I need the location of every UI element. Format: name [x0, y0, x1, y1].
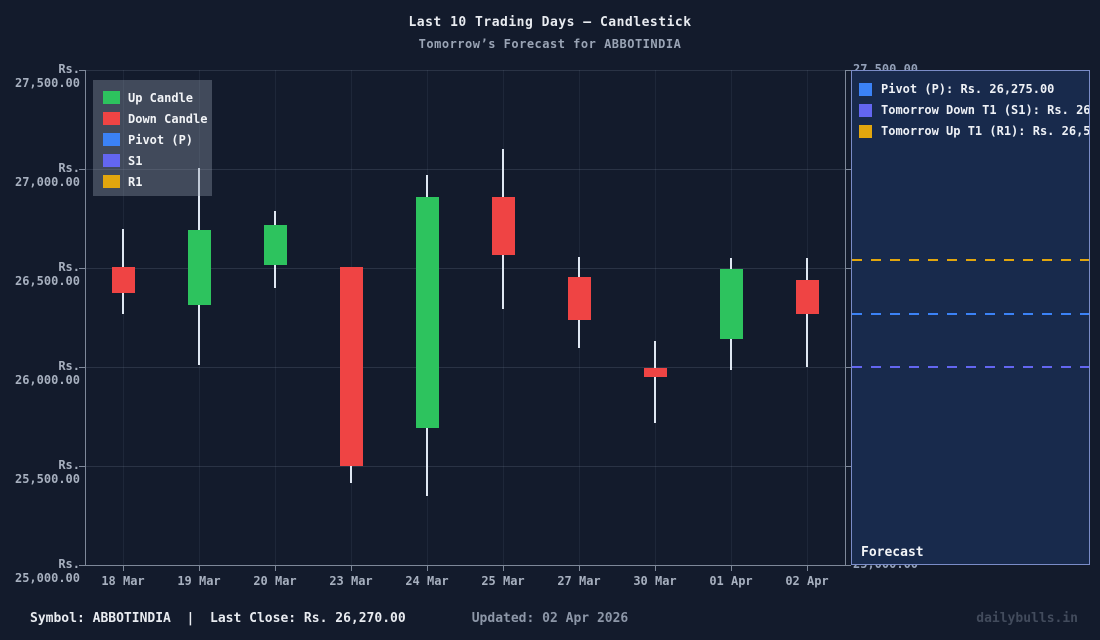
- s1-swatch: [103, 154, 120, 167]
- forecast-pivot-label: Pivot (P): Rs. 26,275.00: [881, 82, 1055, 96]
- x-axis-line: [85, 565, 845, 566]
- legend-item-s1: S1: [103, 150, 212, 171]
- x-axis-label: 18 Mar: [101, 574, 145, 588]
- candle-body: [795, 279, 819, 314]
- h-gridline: [85, 366, 845, 368]
- forecast-dashed-line: [852, 312, 1089, 315]
- y-axis-tick: [79, 267, 85, 269]
- legend-item-pivot: Pivot (P): [103, 129, 212, 150]
- chart-title: Last 10 Trading Days – Candlestick: [408, 15, 692, 30]
- x-axis-tick: [654, 565, 656, 571]
- x-axis-label: 24 Mar: [405, 574, 449, 588]
- forecast-item-down-t1: Tomorrow Down T1 (S1): Rs. 26,005.00: [859, 103, 1090, 117]
- status-bar: Symbol: ABBOTINDIA | Last Close: Rs. 26,…: [0, 600, 1100, 640]
- candle-body: [263, 225, 287, 266]
- legend-label: R1: [128, 174, 143, 189]
- x-axis-tick: [426, 565, 428, 571]
- x-axis-label: 27 Mar: [557, 574, 601, 588]
- symbol-last-close-text: Symbol: ABBOTINDIA | Last Close: Rs. 26,…: [30, 611, 406, 626]
- y-axis-tick-right: [845, 168, 851, 170]
- h-gridline: [85, 69, 845, 71]
- x-axis-label: 25 Mar: [481, 574, 525, 588]
- forecast-s1-label: Tomorrow Down T1 (S1): Rs. 26,005.00: [881, 103, 1090, 117]
- x-axis-label: 19 Mar: [177, 574, 221, 588]
- x-axis-label: 23 Mar: [329, 574, 373, 588]
- legend-item-down-candle: Down Candle: [103, 108, 212, 129]
- y-axis-tick: [79, 465, 85, 467]
- candle-body: [567, 276, 591, 321]
- down-candle-swatch: [103, 112, 120, 125]
- x-axis-tick: [730, 565, 732, 571]
- x-axis-label: 30 Mar: [633, 574, 677, 588]
- h-gridline: [85, 465, 845, 467]
- y-axis-tick: [79, 564, 85, 566]
- pivot-swatch: [103, 133, 120, 146]
- y-axis-tick: [79, 168, 85, 170]
- y-axis-label-left: Rs. 25,000.00: [14, 557, 80, 585]
- up-candle-swatch: [103, 91, 120, 104]
- x-axis-tick: [350, 565, 352, 571]
- y-axis-label-left: Rs. 26,000.00: [14, 359, 80, 387]
- forecast-dashed-line: [852, 366, 1089, 368]
- pivot-swatch: [859, 82, 872, 96]
- candle-body: [187, 230, 211, 305]
- candle-body: [339, 267, 363, 466]
- forecast-item-pivot: Pivot (P): Rs. 26,275.00: [859, 82, 1054, 96]
- legend-label: Up Candle: [128, 90, 194, 105]
- y-axis-line: [85, 70, 86, 565]
- updated-text: Updated: 02 Apr 2026: [471, 611, 629, 626]
- y-axis-label-left: Rs. 25,500.00: [14, 458, 80, 486]
- y-axis-label-left: Rs. 27,500.00: [14, 62, 80, 90]
- r1-swatch: [103, 175, 120, 188]
- x-axis-tick: [502, 565, 504, 571]
- forecast-panel-title: Forecast: [861, 545, 924, 560]
- y-axis-tick: [79, 69, 85, 71]
- chart-header: Last 10 Trading Days – Candlestick Tomor…: [0, 0, 1100, 51]
- y-axis-label-left: Rs. 27,000.00: [14, 161, 80, 189]
- legend-label: S1: [128, 153, 143, 168]
- candle-body: [111, 267, 135, 293]
- candle-body: [415, 196, 439, 429]
- legend-item-up-candle: Up Candle: [103, 87, 212, 108]
- y-axis-tick-right: [845, 267, 851, 269]
- y-axis-tick-right: [845, 564, 851, 566]
- x-axis-tick: [578, 565, 580, 571]
- x-axis-tick: [806, 565, 808, 571]
- chart-legend: Up Candle Down Candle Pivot (P) S1 R1: [93, 80, 212, 196]
- forecast-panel: Pivot (P): Rs. 26,275.00 Tomorrow Down T…: [851, 70, 1090, 565]
- h-gridline: [85, 267, 845, 269]
- candle-wick: [654, 341, 656, 424]
- v-gridline: [122, 70, 124, 565]
- y-axis-label-left: Rs. 26,500.00: [14, 260, 80, 288]
- forecast-r1-label: Tomorrow Up T1 (R1): Rs. 26,545.00: [881, 124, 1090, 138]
- x-axis-label: 01 Apr: [709, 574, 753, 588]
- candle-body: [643, 367, 667, 377]
- x-axis-label: 02 Apr: [785, 574, 829, 588]
- y-axis-tick-right: [845, 69, 851, 71]
- x-axis-tick: [122, 565, 124, 571]
- watermark: dailybulls.in: [976, 611, 1078, 626]
- legend-item-r1: R1: [103, 171, 212, 192]
- x-axis-tick: [274, 565, 276, 571]
- x-axis-label: 20 Mar: [253, 574, 297, 588]
- candle-body: [491, 196, 515, 256]
- right-axis-line: [845, 70, 846, 565]
- v-gridline: [502, 70, 504, 565]
- s1-swatch: [859, 103, 872, 117]
- v-gridline: [654, 70, 656, 565]
- h-gridline: [85, 168, 845, 170]
- v-gridline: [274, 70, 276, 565]
- x-axis-tick: [198, 565, 200, 571]
- y-axis-tick: [79, 366, 85, 368]
- r1-swatch: [859, 124, 872, 138]
- forecast-dashed-line: [852, 259, 1089, 262]
- forecast-item-up-t1: Tomorrow Up T1 (R1): Rs. 26,545.00: [859, 124, 1090, 138]
- y-axis-tick-right: [845, 366, 851, 368]
- y-axis-tick-right: [845, 465, 851, 467]
- legend-label: Down Candle: [128, 111, 208, 126]
- legend-label: Pivot (P): [128, 132, 194, 147]
- chart-subtitle: Tomorrow’s Forecast for ABBOTINDIA: [418, 37, 682, 51]
- candle-body: [719, 268, 743, 340]
